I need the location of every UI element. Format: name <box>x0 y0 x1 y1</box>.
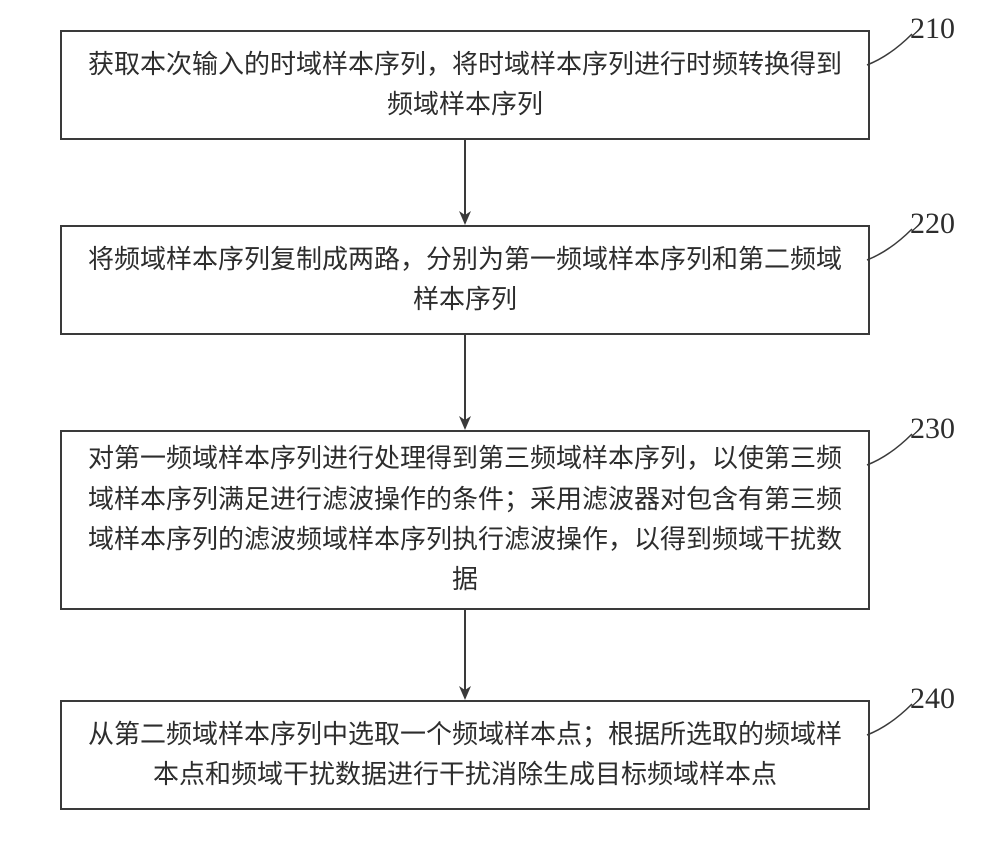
step-label-230: 230 <box>910 412 955 446</box>
step-label-240: 240 <box>910 682 955 716</box>
flow-node-230: 对第一频域样本序列进行处理得到第三频域样本序列，以使第三频域样本序列满足进行滤波… <box>60 430 870 610</box>
flow-node-240-text: 从第二频域样本序列中选取一个频域样本点；根据所选取的频域样本点和频域干扰数据进行… <box>82 715 848 796</box>
flow-node-220: 将频域样本序列复制成两路，分别为第一频域样本序列和第二频域样本序列 <box>60 225 870 335</box>
flow-node-220-text: 将频域样本序列复制成两路，分别为第一频域样本序列和第二频域样本序列 <box>82 240 848 321</box>
step-label-220: 220 <box>910 207 955 241</box>
leader-line <box>867 434 912 465</box>
flowchart-canvas: 获取本次输入的时域样本序列，将时域样本序列进行时频转换得到频域样本序列 将频域样… <box>0 0 1000 850</box>
step-label-210: 210 <box>910 12 955 46</box>
flow-node-210: 获取本次输入的时域样本序列，将时域样本序列进行时频转换得到频域样本序列 <box>60 30 870 140</box>
leader-line <box>867 229 912 260</box>
flow-node-230-text: 对第一频域样本序列进行处理得到第三频域样本序列，以使第三频域样本序列满足进行滤波… <box>82 439 848 600</box>
flow-node-240: 从第二频域样本序列中选取一个频域样本点；根据所选取的频域样本点和频域干扰数据进行… <box>60 700 870 810</box>
flow-node-210-text: 获取本次输入的时域样本序列，将时域样本序列进行时频转换得到频域样本序列 <box>82 45 848 126</box>
leader-line <box>867 34 912 65</box>
leader-line <box>867 704 912 735</box>
